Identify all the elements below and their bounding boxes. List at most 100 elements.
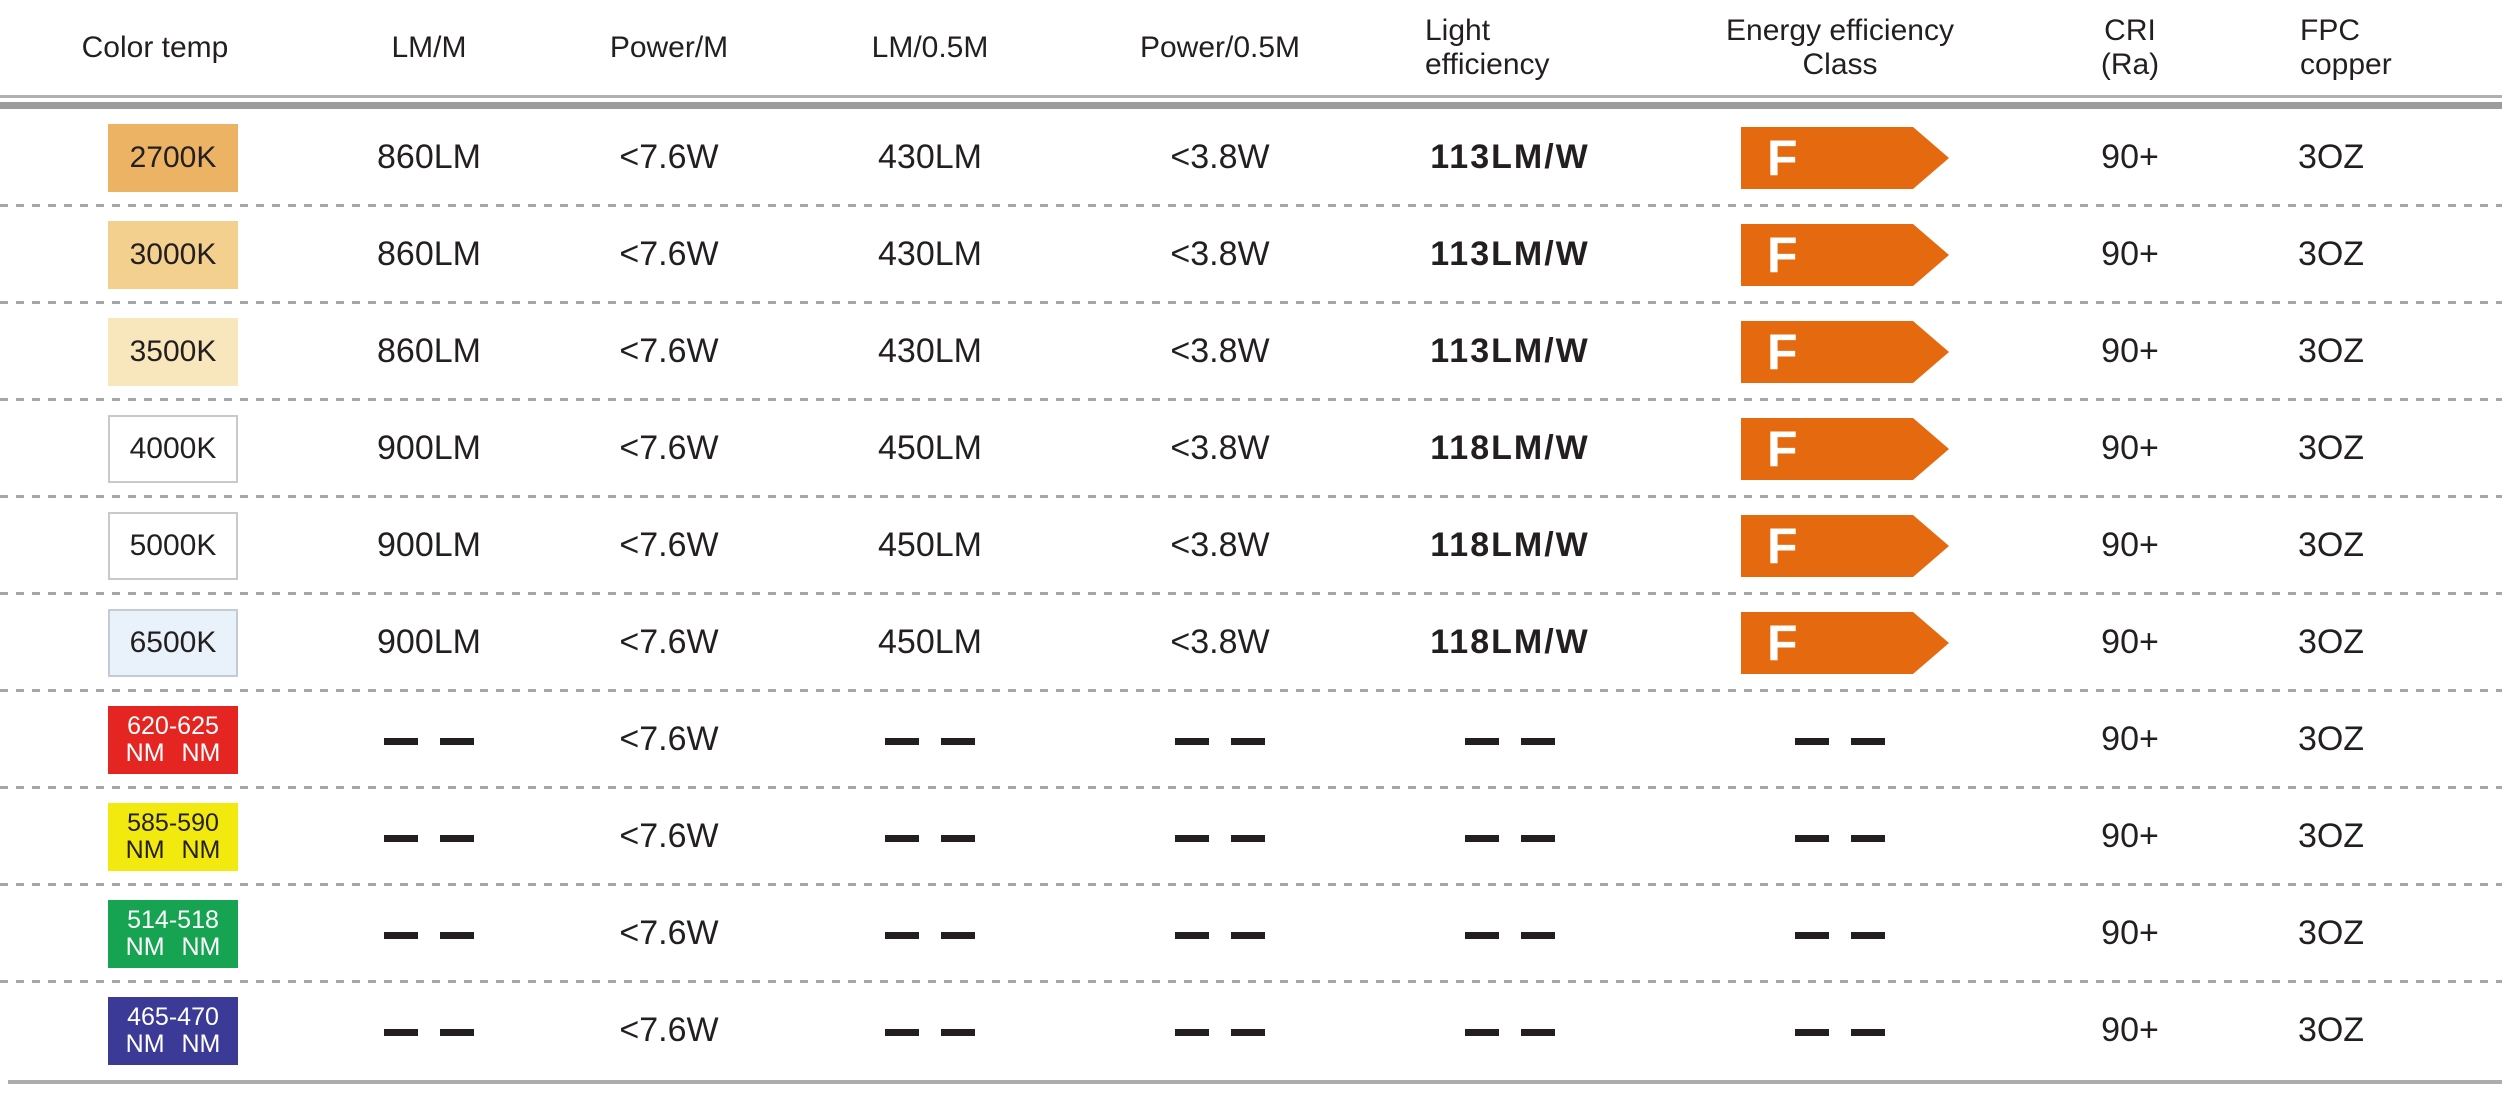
color-temp-label-line2: NM NM [125, 739, 221, 767]
cell-power-m: <7.6W [619, 429, 719, 467]
energy-class-arrow: F [1741, 126, 2030, 189]
dash-value [1175, 931, 1265, 939]
energy-class-arrow-body: F [1741, 417, 1913, 480]
dash-value [1795, 931, 1885, 939]
cell-power-05m [1070, 720, 1370, 759]
cell-fpc-copper: 3OZ [2297, 1011, 2365, 1049]
cell-power-m: <7.6W [619, 817, 719, 855]
header-cri-line1: CRI [2104, 13, 2156, 47]
color-temp-label: 620-625 [127, 712, 219, 740]
color-temp-label: 514-518 [127, 906, 219, 934]
cell-lm-m: 860LM [377, 138, 481, 176]
energy-class-arrow-body: F [1741, 223, 1913, 286]
table-row: 6500K 900LM <7.6W 450LM <3.8W 118LM/W F 90+ 3OZ [0, 594, 2502, 692]
dash-value [1465, 931, 1555, 939]
color-temp-cell: 6500K [0, 608, 310, 677]
cell-power-05m [1070, 817, 1370, 856]
header-divider-gap [0, 98, 2502, 102]
header-color-temp: Color temp [81, 30, 229, 64]
cell-light-efficiency: 118LM/W [1430, 429, 1590, 467]
color-temp-cell: 585-590 NM NM [0, 802, 310, 871]
dash-value [885, 1028, 975, 1036]
cell-power-m: <7.6W [619, 720, 719, 758]
cell-lm-m [310, 914, 548, 953]
header-light-efficiency-line2: efficiency [1425, 47, 1550, 81]
table-header: Color temp LM/M Power/M LM/0.5M Power/0.… [0, 0, 2502, 95]
header-cri: CRI (Ra) [2030, 14, 2230, 82]
cell-fpc-copper: 3OZ [2297, 429, 2365, 467]
energy-class-arrow: F [1741, 417, 2030, 480]
color-temp-label: 3500K [129, 334, 217, 368]
cell-power-05m [1070, 914, 1370, 953]
cell-power-05m [1070, 1011, 1370, 1050]
dash-value [384, 737, 474, 745]
color-temp-cell: 465-470 NM NM [0, 996, 310, 1065]
table-row: 585-590 NM NM <7.6W 90+ 3OZ [0, 788, 2502, 886]
dash-value [1175, 737, 1265, 745]
cell-fpc-copper: 3OZ [2297, 138, 2365, 176]
header-lm-05m: LM/0.5M [871, 30, 989, 64]
color-swatch: 6500K [108, 608, 238, 677]
header-power-m: Power/M [609, 30, 729, 64]
color-temp-cell: 4000K [0, 414, 310, 483]
cell-lm-m: 860LM [377, 332, 481, 370]
cell-lm-m: 900LM [377, 429, 481, 467]
color-swatch: 5000K [108, 511, 238, 580]
color-temp-label: 465-470 [127, 1003, 219, 1031]
dash-value [885, 931, 975, 939]
cell-light-efficiency: 113LM/W [1430, 235, 1590, 273]
cell-power-m: <7.6W [619, 914, 719, 952]
table-row: 2700K 860LM <7.6W 430LM <3.8W 113LM/W F 90+ 3OZ [0, 109, 2502, 207]
cell-cri: 90+ [2101, 138, 2159, 176]
cell-light-efficiency [1370, 914, 1650, 953]
cell-power-m: <7.6W [619, 332, 719, 370]
cell-lm-05m: 450LM [878, 526, 982, 564]
energy-class-arrow-tip [1913, 320, 1949, 383]
energy-class-arrow: F [1741, 514, 2030, 577]
cell-power-05m: <3.8W [1170, 623, 1270, 661]
color-swatch: 2700K [108, 123, 238, 192]
dash-value [1465, 1028, 1555, 1036]
table-row: 620-625 NM NM <7.6W 90+ 3OZ [0, 691, 2502, 789]
cell-fpc-copper: 3OZ [2297, 235, 2365, 273]
header-energy-class-line2: Class [1802, 47, 1878, 81]
dash-value [384, 931, 474, 939]
cell-energy-class: F [1650, 320, 2030, 383]
table-row: 465-470 NM NM <7.6W 90+ 3OZ [0, 982, 2502, 1079]
header-cri-line2: (Ra) [2100, 47, 2160, 81]
header-divider-thick-line [0, 102, 2502, 109]
energy-class-arrow-body: F [1741, 611, 1913, 674]
color-temp-cell: 514-518 NM NM [0, 899, 310, 968]
cell-cri: 90+ [2101, 914, 2159, 952]
color-temp-label: 6500K [129, 625, 217, 659]
cell-power-m: <7.6W [619, 138, 719, 176]
dash-value [384, 1028, 474, 1036]
cell-energy-class: F [1650, 223, 2030, 286]
energy-class-letter: F [1767, 420, 1798, 477]
energy-class-letter: F [1767, 323, 1798, 380]
cell-power-05m: <3.8W [1170, 526, 1270, 564]
cell-lm-m [310, 720, 548, 759]
energy-class-arrow: F [1741, 320, 2030, 383]
cell-lm-05m [790, 1011, 1070, 1050]
table-row: 5000K 900LM <7.6W 450LM <3.8W 118LM/W F 90+ 3OZ [0, 497, 2502, 595]
color-temp-label-line2: NM NM [125, 836, 221, 864]
dash-value [885, 834, 975, 842]
table-body: 2700K 860LM <7.6W 430LM <3.8W 113LM/W F 90+ 3OZ 3… [0, 109, 2502, 1079]
color-swatch: 514-518 NM NM [108, 899, 238, 968]
cell-cri: 90+ [2101, 1011, 2159, 1049]
cell-light-efficiency [1370, 720, 1650, 759]
dash-value [1795, 1028, 1885, 1036]
cell-power-05m: <3.8W [1170, 235, 1270, 273]
table-bottom-rule [8, 1080, 2502, 1084]
cell-lm-m [310, 817, 548, 856]
cell-light-efficiency: 118LM/W [1430, 623, 1590, 661]
color-temp-label-line2: NM NM [125, 933, 221, 961]
energy-class-letter: F [1767, 129, 1798, 186]
color-temp-label: 3000K [129, 237, 217, 271]
dash-value [1465, 737, 1555, 745]
cell-lm-05m: 450LM [878, 623, 982, 661]
table-row: 4000K 900LM <7.6W 450LM <3.8W 118LM/W F 90+ 3OZ [0, 400, 2502, 498]
color-temp-cell: 3000K [0, 220, 310, 289]
